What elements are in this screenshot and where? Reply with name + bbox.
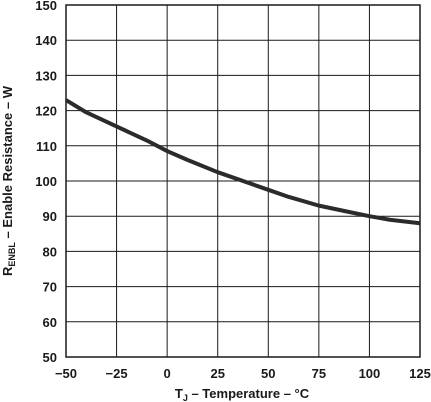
- x-axis-title-rest: – Temperature – °C: [188, 386, 310, 401]
- y-tick-label: 50: [43, 350, 57, 365]
- y-tick-label: 80: [43, 244, 57, 259]
- x-tick-label: 25: [210, 366, 224, 381]
- x-tick-label: 50: [261, 366, 275, 381]
- y-tick-label: 60: [43, 315, 57, 330]
- y-tick-label: 110: [36, 139, 57, 154]
- y-tick-label: 70: [43, 280, 57, 295]
- x-axis-title-main: T: [175, 386, 183, 401]
- series-line: [64, 98, 421, 226]
- y-axis-title-rest: – Enable Resistance – W: [0, 85, 15, 242]
- x-tick-label: −25: [106, 366, 128, 381]
- series-layer: [64, 98, 421, 226]
- x-axis-title: TJ – Temperature – °C: [175, 386, 310, 402]
- y-axis-title-subscript: ENBL: [7, 242, 17, 267]
- x-tick-label: 125: [409, 366, 431, 381]
- x-axis-title-subscript: J: [183, 393, 188, 402]
- y-tick-label: 130: [35, 68, 57, 83]
- y-axis-title: RENBL – Enable Resistance – W: [0, 85, 17, 276]
- x-tick-label: 100: [359, 366, 381, 381]
- y-tick-label: 150: [35, 0, 57, 13]
- x-tick-label: 0: [164, 366, 171, 381]
- x-tick-labels: −50 −25 0 25 50 75 100 125: [55, 366, 431, 381]
- y-tick-label: 100: [35, 174, 57, 189]
- x-tick-label: −50: [55, 366, 77, 381]
- x-tick-label: 75: [312, 366, 326, 381]
- plot-frame: [65, 4, 421, 358]
- y-axis-title-main: R: [0, 266, 15, 276]
- y-tick-labels: 50 60 70 80 90 100 110 120 130 140 150: [35, 0, 57, 365]
- y-tick-label: 140: [35, 33, 57, 48]
- y-tick-label: 120: [35, 104, 57, 119]
- y-tick-label: 90: [43, 209, 57, 224]
